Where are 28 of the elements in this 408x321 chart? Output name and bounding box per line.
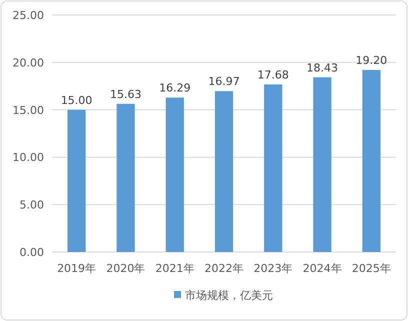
y-tick-label: 0.00 (20, 246, 44, 259)
y-tick-label: 25.00 (12, 9, 44, 22)
text: 16.29 (159, 82, 191, 95)
x-tick-label: 2022年 (204, 262, 244, 275)
text: 19.20 (356, 54, 388, 67)
text: 15.00 (60, 94, 92, 107)
y-tick-label: 15.00 (12, 104, 44, 117)
bar (214, 91, 234, 252)
bar (116, 104, 135, 252)
y-tick-label: 10.00 (12, 151, 44, 164)
bar (264, 84, 282, 252)
text: 15.63 (110, 88, 142, 101)
bar (362, 70, 381, 252)
text: 18.43 (306, 61, 338, 74)
x-tick-label: 2020年 (106, 262, 146, 275)
bar (313, 77, 332, 252)
x-tick-label: 2025年 (352, 262, 391, 275)
x-tick-label: 2019年 (57, 262, 96, 275)
y-tick-label: 5.00 (20, 198, 44, 212)
text: 17.68 (257, 68, 289, 82)
x-tick-label: 2021年 (155, 262, 194, 275)
y-tick-label: 20.00 (12, 56, 44, 70)
legend-label: 市场规模，亿美元 (185, 289, 273, 302)
x-tick-label: 2023年 (254, 262, 293, 275)
bar (67, 110, 86, 252)
bar (166, 98, 184, 252)
x-tick-label: 2024年 (302, 262, 342, 275)
text: 16.97 (208, 75, 240, 88)
